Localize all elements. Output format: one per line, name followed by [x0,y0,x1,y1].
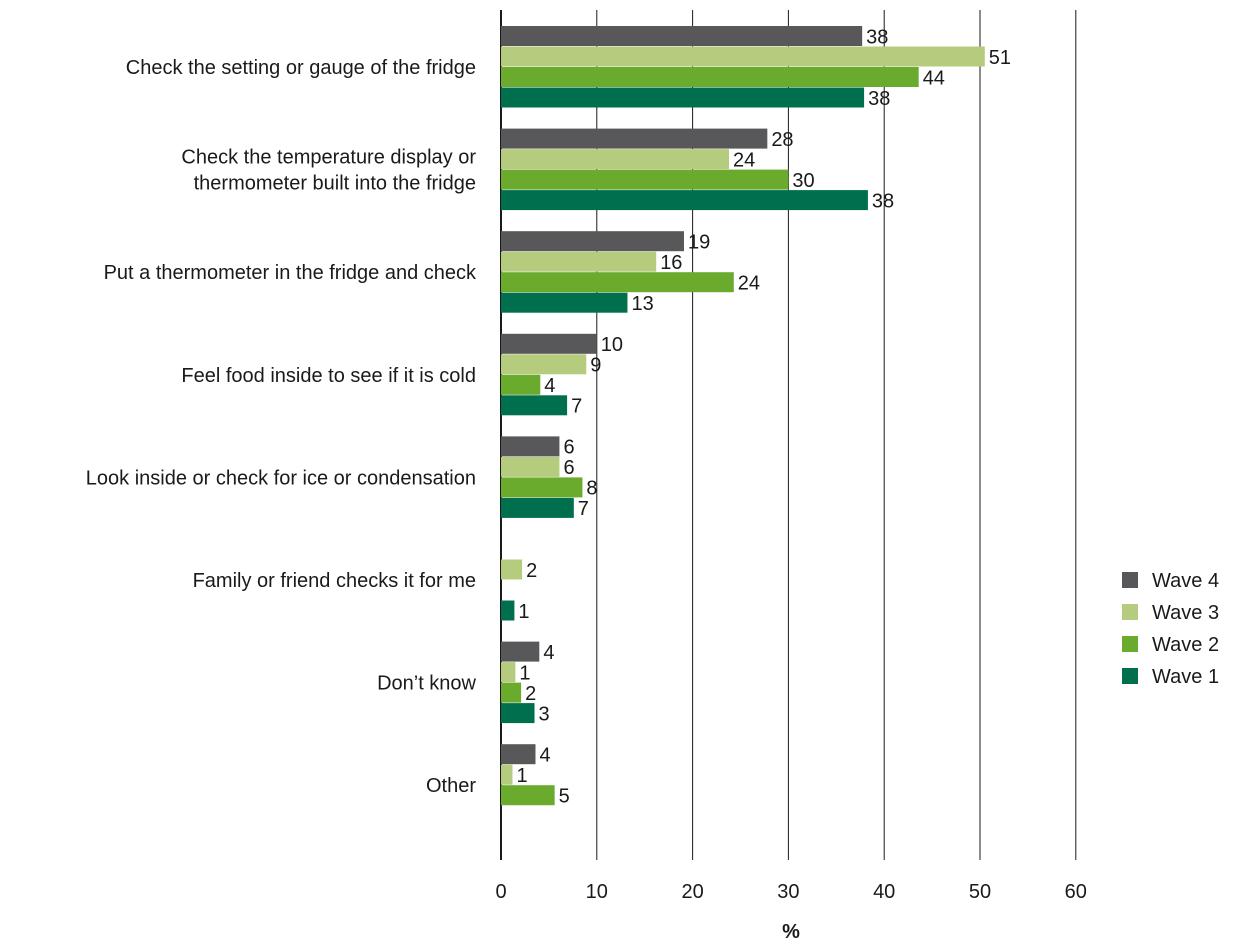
bar [501,67,919,87]
category-label: Look inside or check for ice or condensa… [86,467,476,489]
bar [501,169,789,190]
category-label: Check the temperature display or thermome… [181,147,476,195]
bar [501,600,515,621]
bar-value-label: 7 [578,498,589,520]
bar-layer [501,26,985,806]
bar [501,374,541,395]
bar-value-label: 6 [563,457,574,479]
bar-value-label: 30 [792,170,814,192]
x-tick-label: 60 [1065,881,1087,903]
x-tick-label: 0 [495,881,506,903]
bar-value-label: 1 [516,765,527,787]
bar-value-label: 1 [518,601,529,623]
bar [501,785,555,806]
bar-value-label: 2 [525,683,536,705]
bar [501,436,560,457]
x-tick-label: 40 [873,881,895,903]
bar [501,662,516,683]
category-label: Put a thermometer in the fridge and chec… [104,262,477,284]
bar [501,641,540,662]
bar [501,744,536,765]
legend-swatch [1122,636,1138,652]
bar [501,333,597,354]
tick-label-layer: 0 10 20 30 40 50 60 [495,881,1086,903]
bar-value-label: 51 [989,47,1011,69]
bar-value-label: 13 [631,293,653,315]
legend-swatch [1122,604,1138,620]
bar-value-label: 44 [923,67,945,89]
bar-value-label: 24 [733,149,755,171]
x-tick-label: 30 [777,881,799,903]
x-tick-label: 20 [681,881,703,903]
bar-value-label: 4 [544,375,555,397]
bar-value-label: 24 [738,272,760,294]
bar [501,46,985,67]
legend-label: Wave 1 [1152,666,1219,688]
bar-value-label: 7 [571,396,582,418]
x-axis-title: % [782,921,800,940]
bar [501,231,684,252]
legend-swatch [1122,668,1138,684]
bar-value-label: 28 [771,129,793,151]
bar [501,251,657,272]
legend-label: Wave 3 [1152,602,1219,624]
bar-value-label: 4 [539,744,550,766]
bar-value-label: 6 [563,437,574,459]
bar [501,149,730,170]
category-label: Check the setting or gauge of the fridge [126,57,476,79]
bar [501,292,628,313]
bar [501,682,522,703]
value-label-layer: 3851443828243038191624131094766872141234… [516,26,1011,807]
legend-swatch [1122,572,1138,588]
bar [501,272,734,293]
bar-value-label: 8 [586,478,597,500]
bar-value-label: 9 [590,355,601,377]
bar [501,190,868,211]
category-label: Don’t know [377,673,476,695]
bar-value-label: 3 [539,703,550,725]
bar-value-label: 38 [866,26,888,48]
legend-label: Wave 2 [1152,634,1219,656]
bar-value-label: 5 [559,785,570,807]
bar-value-label: 38 [872,190,894,212]
bar [501,497,574,518]
legend: Wave 4 Wave 3 Wave 2 Wave 1 [1122,570,1219,688]
x-tick-label: 10 [586,881,608,903]
bar-value-label: 1 [519,662,530,684]
category-label: Family or friend checks it for me [193,570,476,592]
bar [501,354,587,375]
bar-value-label: 38 [868,88,890,110]
x-tick-label: 50 [969,881,991,903]
bar-value-label: 19 [688,231,710,253]
bar [501,703,535,724]
category-label: Feel food inside to see if it is cold [181,365,476,387]
bar [501,87,865,108]
bar [501,456,560,477]
bar [501,764,513,785]
bar [501,26,863,46]
bar-value-label: 16 [660,252,682,274]
bar-value-label: 10 [601,334,623,356]
bar [501,395,568,416]
category-label-layer: Check the setting or gauge of the fridge… [86,57,477,797]
bar [501,559,523,580]
bar-value-label: 2 [526,560,537,582]
bar [501,128,768,149]
bar-value-label: 4 [543,642,554,664]
category-label: Other [426,775,476,797]
legend-label: Wave 4 [1152,570,1219,592]
bar [501,477,583,498]
